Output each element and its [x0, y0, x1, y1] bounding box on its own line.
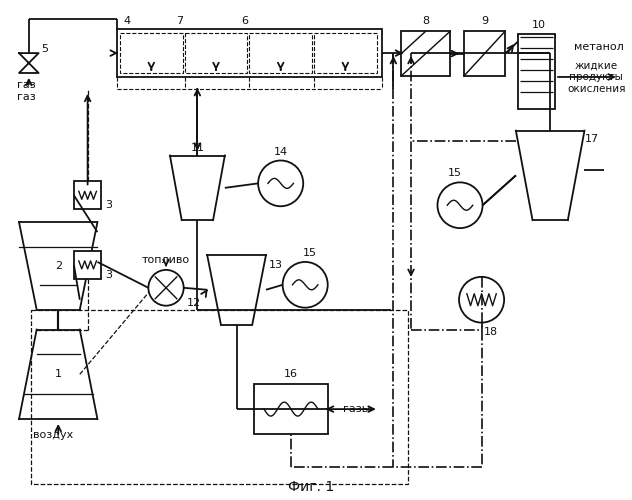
Text: газ: газ [16, 92, 35, 102]
Text: воздух: воздух [33, 430, 73, 440]
Bar [74, 182, 101, 209]
Text: 8: 8 [422, 16, 429, 26]
Text: 4: 4 [123, 16, 130, 26]
Bar [31, 310, 408, 484]
Text: 17: 17 [585, 134, 599, 143]
Bar [518, 34, 555, 109]
Bar [401, 31, 450, 76]
Text: 6: 6 [241, 16, 248, 26]
Text: 12: 12 [186, 298, 200, 308]
Text: 15: 15 [303, 248, 317, 258]
Text: 9: 9 [481, 16, 488, 26]
Circle shape [437, 182, 483, 228]
Text: 3: 3 [106, 200, 112, 210]
Bar [254, 384, 328, 434]
Text: Фиг. 1: Фиг. 1 [288, 480, 334, 494]
Text: 10: 10 [532, 20, 545, 30]
Bar [117, 29, 382, 77]
Text: 11: 11 [190, 142, 204, 152]
Text: 13: 13 [269, 260, 283, 270]
Text: 3: 3 [106, 270, 112, 280]
Text: 2: 2 [54, 261, 62, 271]
Text: топливо: топливо [142, 255, 190, 265]
Circle shape [149, 270, 184, 306]
Text: 1: 1 [55, 370, 62, 380]
Text: 16: 16 [284, 370, 298, 380]
Circle shape [459, 277, 504, 322]
Circle shape [258, 160, 303, 206]
Text: 18: 18 [484, 326, 499, 336]
Text: 5: 5 [41, 44, 48, 54]
Bar [464, 31, 505, 76]
Bar [74, 251, 101, 279]
Bar [185, 33, 247, 73]
Text: газы: газы [343, 404, 371, 414]
Circle shape [283, 262, 328, 308]
Text: 7: 7 [176, 16, 183, 26]
Text: 15: 15 [448, 168, 462, 178]
Bar [249, 33, 312, 73]
Bar [120, 33, 183, 73]
Text: жидкие
продукты
окисления: жидкие продукты окисления [567, 60, 626, 94]
Text: 14: 14 [274, 146, 288, 156]
Bar [314, 33, 377, 73]
Text: метанол: метанол [574, 42, 624, 52]
Text: газ: газ [16, 80, 35, 90]
